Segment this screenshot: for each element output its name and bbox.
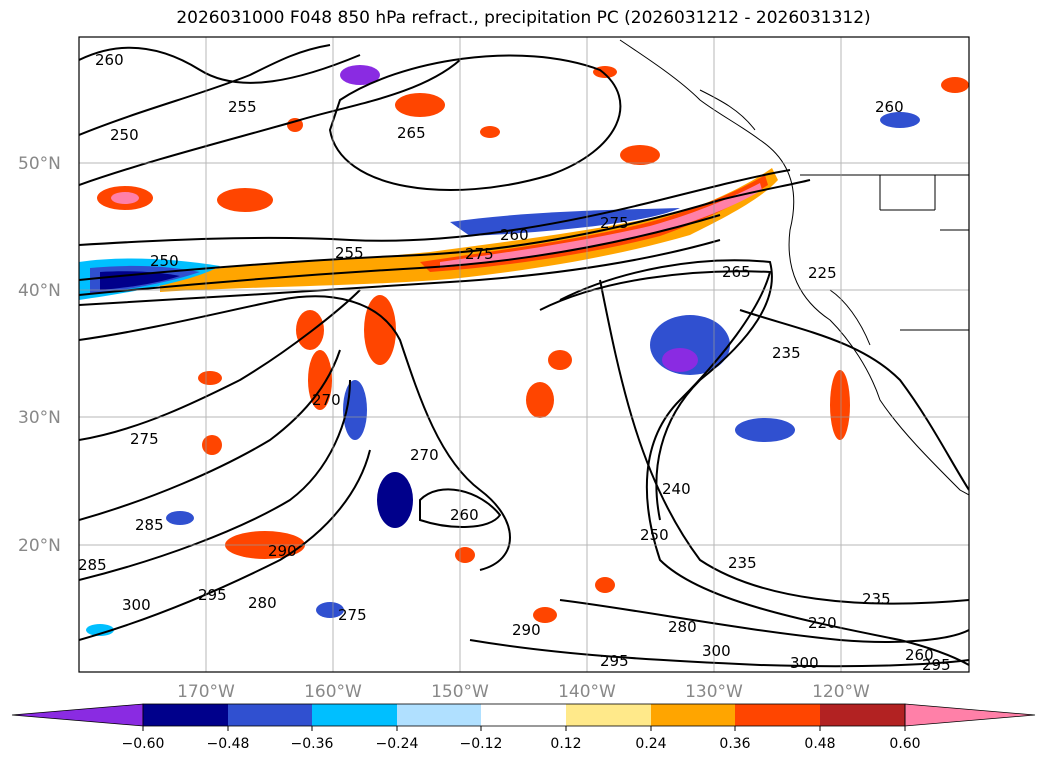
contour-labels: 260 255 250 265 250 255 275 260 275 265 …	[78, 51, 951, 674]
contour-label: 280	[248, 594, 277, 612]
contour-label: 270	[312, 391, 341, 409]
contour-label: 260	[95, 51, 124, 69]
contour-label: 250	[110, 126, 139, 144]
contour-label: 280	[668, 618, 697, 636]
contour-label: 255	[228, 98, 257, 116]
contour-label: 290	[268, 542, 297, 560]
contour-label: 270	[410, 446, 439, 464]
latitude-labels: 50°N 40°N 30°N 20°N	[18, 154, 61, 556]
colorbar-segment	[481, 704, 566, 726]
colorbar-tick-label: −0.48	[207, 736, 250, 752]
lon-label: 130°W	[685, 682, 743, 702]
colorbar-tick-label: 0.36	[719, 736, 750, 752]
contour-label: 265	[397, 124, 426, 142]
colorbar-tick-label: −0.60	[122, 736, 165, 752]
contour-label: 285	[135, 516, 164, 534]
refractivity-contours	[79, 44, 969, 668]
contour-label: 250	[150, 252, 179, 270]
colorbar-segment	[312, 704, 397, 726]
contour-label: 275	[465, 245, 494, 263]
colorbar-segment	[651, 704, 735, 726]
contour-label: 235	[862, 590, 891, 608]
map-panel: 260 255 250 265 250 255 275 260 275 265 …	[78, 37, 969, 674]
lon-label: 120°W	[812, 682, 870, 702]
contour-label: 260	[905, 646, 934, 664]
colorbar-extend-max	[904, 703, 1036, 727]
contour-label: 300	[790, 654, 819, 672]
coastline	[619, 39, 969, 496]
lon-label: 150°W	[431, 682, 489, 702]
colorbar-tick-label: 0.60	[889, 736, 920, 752]
lon-label: 170°W	[177, 682, 235, 702]
contour-label: 250	[640, 526, 669, 544]
contour-label: 295	[600, 652, 629, 670]
colorbar: −0.60 −0.48 −0.36 −0.24 −0.12 0.12 0.24 0.36 0.4…	[11, 703, 1036, 752]
precip-cells	[86, 65, 969, 636]
contour-label: 275	[338, 606, 367, 624]
contour-label: 260	[875, 98, 904, 116]
colorbar-segment	[566, 704, 651, 726]
contour-label: 220	[808, 614, 837, 632]
lat-label: 40°N	[18, 281, 61, 301]
lat-label: 50°N	[18, 154, 61, 174]
colorbar-segment	[397, 704, 481, 726]
map-frame	[78, 36, 970, 673]
colorbar-tick-label: 0.12	[550, 736, 581, 752]
contour-label: 285	[78, 556, 107, 574]
contour-label: 260	[450, 506, 479, 524]
graticule	[79, 37, 969, 672]
contour-label: 290	[512, 621, 541, 639]
colorbar-segment	[820, 704, 905, 726]
colorbar-tick-label: 0.24	[635, 736, 666, 752]
contour-label: 300	[702, 642, 731, 660]
lon-label: 160°W	[304, 682, 362, 702]
contour-label: 275	[600, 214, 629, 232]
colorbar-tick-label: −0.36	[291, 736, 334, 752]
colorbar-extend-min	[11, 703, 144, 727]
colorbar-tick-label: −0.24	[376, 736, 419, 752]
contour-label: 295	[922, 656, 951, 674]
contour-label: 255	[335, 244, 364, 262]
contour-label: 260	[500, 226, 529, 244]
contour-label: 295	[198, 586, 227, 604]
contour-label: 265	[722, 263, 751, 281]
map-title: 2026031000 F048 850 hPa refract., precip…	[176, 8, 871, 28]
lat-label: 20°N	[18, 536, 61, 556]
contour-label: 235	[772, 344, 801, 362]
longitude-labels: 170°W 160°W 150°W 140°W 130°W 120°W	[177, 682, 870, 702]
lat-label: 30°N	[18, 408, 61, 428]
contour-label: 225	[808, 264, 837, 282]
contour-label: 300	[122, 596, 151, 614]
colorbar-segment	[228, 704, 312, 726]
lon-label: 140°W	[558, 682, 616, 702]
colorbar-segment	[143, 704, 228, 726]
contour-label: 235	[728, 554, 757, 572]
contour-label: 240	[662, 480, 691, 498]
colorbar-segment	[735, 704, 820, 726]
colorbar-frame	[142, 703, 906, 727]
colorbar-tick-label: −0.12	[460, 736, 503, 752]
colorbar-tick-label: 0.48	[804, 736, 835, 752]
contour-label: 275	[130, 430, 159, 448]
